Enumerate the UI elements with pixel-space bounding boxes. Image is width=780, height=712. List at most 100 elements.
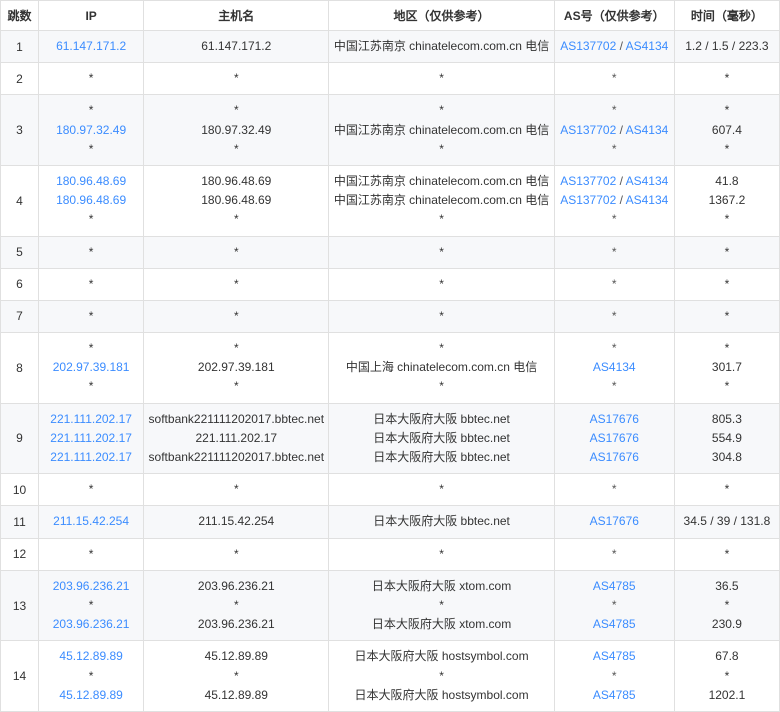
as-link[interactable]: AS4134 (626, 193, 669, 207)
cell-host: 180.96.48.69180.96.48.69* (144, 165, 329, 236)
ip-link[interactable]: 203.96.236.21 (53, 579, 130, 593)
time-text: 34.5 / 39 / 131.8 (679, 512, 775, 531)
time-text: * (679, 545, 775, 564)
cell-hop: 14 (1, 641, 39, 712)
cell-time: * (674, 474, 779, 506)
cell-as: AS137702 / AS4134 (554, 31, 674, 63)
cell-region: * (329, 538, 554, 570)
cell-time: 41.81367.2* (674, 165, 779, 236)
cell-hop: 10 (1, 474, 39, 506)
cell-time: 805.3554.9304.8 (674, 403, 779, 474)
as-link[interactable]: AS4785 (593, 649, 636, 663)
ip-link[interactable]: 221.111.202.17 (50, 412, 132, 426)
as-link[interactable]: AS137702 (560, 174, 616, 188)
as-link[interactable]: AS4134 (626, 174, 669, 188)
host-text: * (148, 545, 324, 564)
cell-time: * (674, 300, 779, 332)
as-link[interactable]: AS4785 (593, 579, 636, 593)
as-text: * (612, 245, 617, 259)
as-link[interactable]: AS17676 (590, 514, 639, 528)
ip-link[interactable]: 180.96.48.69 (56, 174, 126, 188)
cell-hop: 6 (1, 268, 39, 300)
as-link[interactable]: AS4785 (593, 688, 636, 702)
table-row: 1445.12.89.89*45.12.89.8945.12.89.89*45.… (1, 641, 780, 712)
ip-link[interactable]: 45.12.89.89 (59, 688, 122, 702)
cell-region: 日本大阪府大阪 xtom.com*日本大阪府大阪 xtom.com (329, 570, 554, 641)
ip-text: * (43, 243, 139, 262)
region-text: * (333, 480, 549, 499)
cell-region: 中国江苏南京 chinatelecom.com.cn 电信 (329, 31, 554, 63)
ip-link[interactable]: 221.111.202.17 (50, 431, 132, 445)
cell-ip: 203.96.236.21*203.96.236.21 (39, 570, 144, 641)
cell-ip: 45.12.89.89*45.12.89.89 (39, 641, 144, 712)
time-text: * (679, 101, 775, 120)
as-link[interactable]: AS137702 (560, 123, 616, 137)
ip-link[interactable]: 221.111.202.17 (50, 450, 132, 464)
cell-as: * (554, 268, 674, 300)
time-text: * (679, 339, 775, 358)
cell-time: *607.4* (674, 95, 779, 166)
region-text: 中国江苏南京 chinatelecom.com.cn 电信 (333, 37, 549, 56)
time-text: * (679, 275, 775, 294)
ip-link[interactable]: 203.96.236.21 (53, 617, 130, 631)
region-text: * (333, 307, 549, 326)
ip-link[interactable]: 180.96.48.69 (56, 193, 126, 207)
time-text: 554.9 (679, 429, 775, 448)
ip-link[interactable]: 202.97.39.181 (53, 360, 130, 374)
ip-link[interactable]: 61.147.171.2 (56, 39, 126, 53)
time-text: 67.8 (679, 647, 775, 666)
cell-region: *中国上海 chinatelecom.com.cn 电信* (329, 333, 554, 404)
as-text: * (612, 103, 617, 117)
as-text: * (612, 598, 617, 612)
as-text: * (612, 379, 617, 393)
as-text: * (612, 142, 617, 156)
as-link[interactable]: AS137702 (560, 193, 616, 207)
cell-time: 67.8*1202.1 (674, 641, 779, 712)
as-text: * (612, 71, 617, 85)
header-row: 跳数 IP 主机名 地区（仅供参考） AS号（仅供参考） 时间（毫秒） (1, 1, 780, 31)
as-link[interactable]: AS4134 (626, 123, 669, 137)
cell-hop: 2 (1, 63, 39, 95)
region-text: 日本大阪府大阪 bbtec.net (333, 410, 549, 429)
cell-ip: * (39, 474, 144, 506)
cell-hop: 7 (1, 300, 39, 332)
ip-link[interactable]: 45.12.89.89 (59, 649, 122, 663)
as-link[interactable]: AS17676 (590, 412, 639, 426)
region-text: 中国江苏南京 chinatelecom.com.cn 电信 (333, 121, 549, 140)
as-text: * (612, 309, 617, 323)
region-text: * (333, 69, 549, 88)
host-text: 45.12.89.89 (148, 686, 324, 705)
as-link[interactable]: AS4134 (593, 360, 636, 374)
as-link[interactable]: AS137702 (560, 39, 616, 53)
as-link[interactable]: AS17676 (590, 431, 639, 445)
host-text: 202.97.39.181 (148, 358, 324, 377)
host-text: softbank221111202017.bbtec.net (148, 448, 324, 467)
cell-region: * (329, 300, 554, 332)
ip-text: * (43, 377, 139, 396)
cell-region: * (329, 63, 554, 95)
cell-hop: 12 (1, 538, 39, 570)
cell-hop: 3 (1, 95, 39, 166)
time-text: 230.9 (679, 615, 775, 634)
as-link[interactable]: AS4785 (593, 617, 636, 631)
cell-ip: 221.111.202.17 221.111.202.17 221.111.202.… (39, 403, 144, 474)
cell-ip: * (39, 300, 144, 332)
time-text: * (679, 480, 775, 499)
as-link[interactable]: AS4134 (626, 39, 669, 53)
as-link[interactable]: AS17676 (590, 450, 639, 464)
host-text: 211.15.42.254 (148, 512, 324, 531)
region-text: * (333, 377, 549, 396)
time-text: * (679, 377, 775, 396)
time-text: 1367.2 (679, 191, 775, 210)
ip-link[interactable]: 180.97.32.49 (56, 123, 126, 137)
header-as: AS号（仅供参考） (554, 1, 674, 31)
header-region: 地区（仅供参考） (329, 1, 554, 31)
host-text: * (148, 307, 324, 326)
cell-ip: *180.97.32.49* (39, 95, 144, 166)
cell-region: 中国江苏南京 chinatelecom.com.cn 电信中国江苏南京 chin… (329, 165, 554, 236)
ip-link[interactable]: 211.15.42.254 (53, 514, 129, 528)
time-text: 1202.1 (679, 686, 775, 705)
cell-as: * (554, 63, 674, 95)
table-row: 2***** (1, 63, 780, 95)
cell-as: *AS137702 / AS4134* (554, 95, 674, 166)
